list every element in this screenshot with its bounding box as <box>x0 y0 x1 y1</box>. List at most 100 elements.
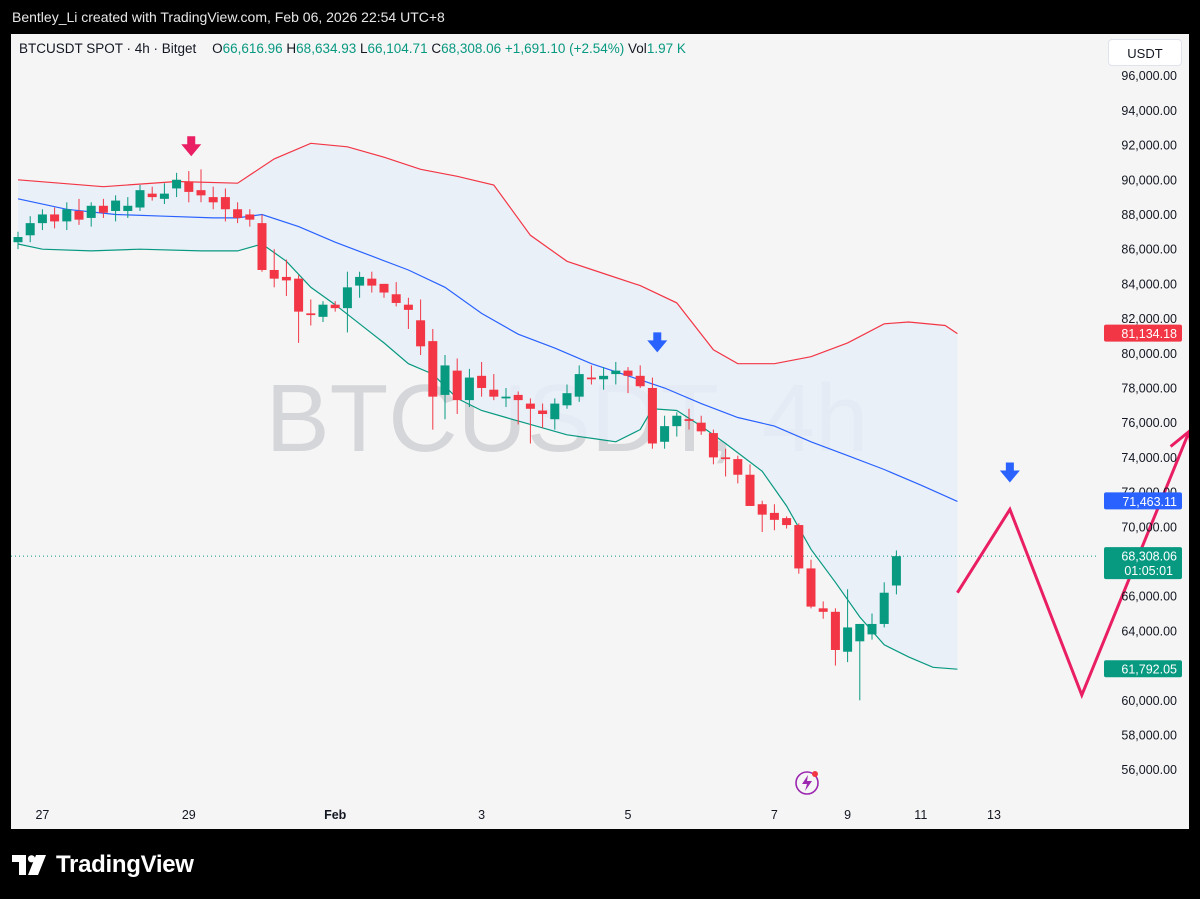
price-label-text: 68,308.06 <box>1121 550 1177 564</box>
candle <box>538 403 548 428</box>
attribution-text: Bentley_Li created with TradingView.com,… <box>12 9 445 25</box>
candle <box>794 523 804 574</box>
candle-body <box>147 193 157 198</box>
y-axis-tick-label: 94,000.00 <box>1121 104 1177 118</box>
candle-body <box>769 512 779 520</box>
price-label-text: 61,792.05 <box>1121 663 1177 677</box>
candle <box>745 464 755 506</box>
candle <box>684 408 694 430</box>
price-label: 81,134.18 <box>1104 324 1182 342</box>
candle-body <box>86 205 96 218</box>
candle-body <box>782 518 792 526</box>
candle <box>355 271 365 298</box>
y-axis-tick-label: 70,000.00 <box>1121 520 1177 534</box>
bollinger-upper-line <box>17 142 958 365</box>
x-axis-tick-label: 27 <box>35 808 49 822</box>
candle <box>464 368 474 408</box>
candle <box>806 559 816 609</box>
candle <box>135 184 145 211</box>
candle-body <box>269 269 279 279</box>
candle-body <box>623 370 633 376</box>
footer-bar: TradingView <box>0 829 1200 899</box>
x-axis-tick-label: 3 <box>478 808 485 822</box>
candle <box>855 623 865 701</box>
candle <box>672 412 682 437</box>
candle <box>379 283 389 298</box>
candle-body <box>721 457 731 460</box>
y-axis-tick-label: 74,000.00 <box>1121 451 1177 465</box>
candle-body <box>538 410 548 414</box>
tradingview-logo-icon <box>12 855 46 875</box>
y-axis-tick-label: 80,000.00 <box>1121 347 1177 361</box>
candle <box>13 231 23 250</box>
candle-body <box>123 205 133 211</box>
candle <box>111 195 121 222</box>
down-arrow-icon <box>647 332 668 353</box>
candle-body <box>672 415 682 427</box>
candle <box>513 391 523 425</box>
candle-body <box>135 190 145 208</box>
candle <box>196 169 206 203</box>
y-axis-tick-label: 96,000.00 <box>1121 69 1177 83</box>
down-arrow-icon <box>999 462 1020 483</box>
candle <box>452 358 462 414</box>
candle <box>159 183 169 205</box>
candle-body <box>330 304 340 309</box>
volume-value: 1.97 K <box>646 41 686 56</box>
candle-body <box>550 403 560 420</box>
candle-body <box>708 433 718 458</box>
x-axis-tick-label: Feb <box>324 808 347 822</box>
y-axis-tick-label: 84,000.00 <box>1121 277 1177 291</box>
candle <box>769 504 779 531</box>
close-value: 68,308.06 <box>441 41 502 56</box>
volume-label: Vol <box>628 41 647 56</box>
countdown-text: 01:05:01 <box>1124 564 1173 578</box>
y-axis-tick-label: 78,000.00 <box>1121 381 1177 395</box>
candle-body <box>172 179 182 189</box>
candle <box>184 171 194 203</box>
candle <box>74 198 84 225</box>
y-axis-tick-label: 66,000.00 <box>1121 590 1177 604</box>
candle-body <box>867 623 877 635</box>
candle <box>489 374 499 401</box>
candle-body <box>37 214 47 224</box>
currency-unit-button[interactable]: USDT <box>1108 39 1182 66</box>
chart-canvas[interactable]: BTCUSDT, 4h56,000.0058,000.0060,000.0062… <box>11 34 1189 829</box>
candle-body <box>586 377 596 380</box>
ohlc-legend: BTCUSDT SPOT · 4h · Bitget O66,616.96 H6… <box>19 41 686 56</box>
candle-body <box>428 341 438 397</box>
candle-body <box>477 375 487 388</box>
candle <box>782 516 792 529</box>
tradingview-logo[interactable]: TradingView <box>12 851 194 879</box>
x-axis-tick-label: 5 <box>625 808 632 822</box>
candle-body <box>891 556 901 586</box>
candle-body <box>684 419 694 421</box>
x-axis-tick-label: 9 <box>844 808 851 822</box>
candle <box>233 202 243 224</box>
candle-body <box>464 377 474 401</box>
candle-body <box>111 200 121 211</box>
candle <box>281 259 291 297</box>
brand-name: TradingView <box>56 851 194 878</box>
candle-body <box>318 304 328 317</box>
candle <box>757 500 767 532</box>
symbol-info[interactable]: BTCUSDT SPOT · 4h · Bitget <box>19 41 197 56</box>
candle <box>843 589 853 663</box>
price-label-box <box>1104 324 1182 342</box>
candle-body <box>294 278 304 312</box>
bollinger-band-fill <box>18 143 958 670</box>
price-label: 61,792.05 <box>1104 660 1182 678</box>
candle-body <box>50 214 60 222</box>
candle <box>403 297 413 329</box>
candle-body <box>25 223 35 236</box>
candle <box>330 301 340 312</box>
candle <box>86 202 96 227</box>
candle <box>525 398 535 444</box>
x-axis-tick-label: 29 <box>182 808 196 822</box>
x-axis-tick-label: 7 <box>771 808 778 822</box>
chart-panel[interactable]: BTCUSDT, 4h56,000.0058,000.0060,000.0062… <box>11 34 1189 829</box>
candle <box>50 207 60 229</box>
open-label: O <box>212 41 223 56</box>
candle-body <box>208 197 218 203</box>
y-axis-tick-label: 64,000.00 <box>1121 624 1177 638</box>
